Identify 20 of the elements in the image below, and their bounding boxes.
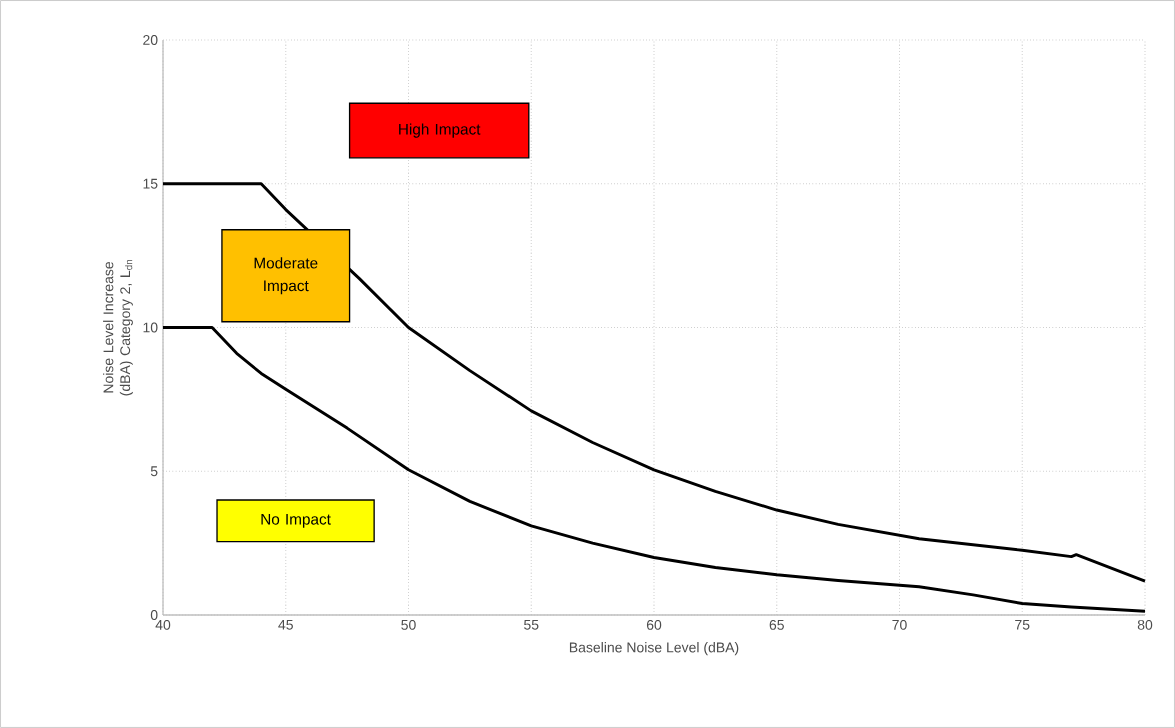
x-tick-label: 50: [401, 619, 416, 630]
annotation: No Impact: [261, 513, 331, 528]
x-tick-label: 60: [646, 619, 662, 630]
y-tick-label: 0: [150, 610, 158, 620]
x-tick-label: 55: [524, 619, 539, 630]
y-tick-label: 15: [143, 178, 158, 189]
y-tick-label: 10: [143, 322, 158, 333]
x-tick-label: 45: [278, 619, 293, 630]
x-tick-label: 65: [769, 619, 784, 630]
y-axis-title: Noise Level Increase (dBA) Category 2, L$_{dn}$: [103, 259, 133, 396]
x-tick-label: 40: [155, 619, 171, 630]
y-tick-label: 20: [143, 35, 158, 45]
x-tick-label: 80: [1137, 619, 1153, 630]
x-tick-label: 75: [1015, 619, 1030, 630]
x-tick-label: 70: [892, 619, 907, 630]
line-series: [161, 182, 1147, 583]
annotation: High Impact: [399, 123, 481, 138]
x-axis-title: Baseline Noise Level (dBA): [569, 642, 739, 656]
annotation: Moderate Impact: [254, 257, 318, 295]
y-tick-label: 5: [150, 466, 158, 477]
